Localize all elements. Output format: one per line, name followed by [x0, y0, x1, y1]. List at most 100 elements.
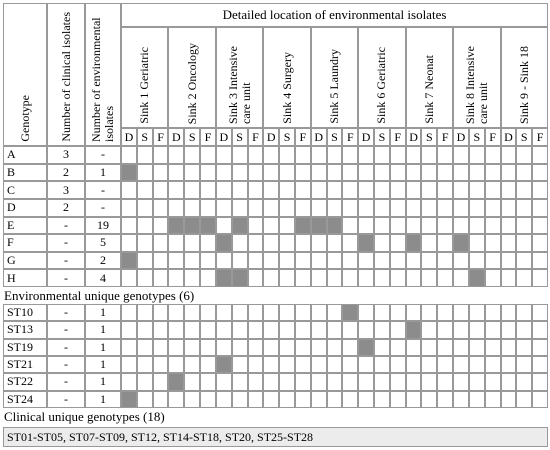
- clinical-cell-text: -: [64, 253, 68, 268]
- location-cell: [453, 373, 469, 391]
- location-cell: [516, 373, 533, 391]
- location-cell: [484, 251, 501, 270]
- location-cell: [468, 181, 485, 199]
- location-cell: [231, 338, 248, 356]
- location-cell: [437, 163, 454, 182]
- location-cell: [500, 216, 517, 235]
- sink-header: Sink 1 Geriatric: [121, 27, 169, 128]
- location-cell: [484, 338, 501, 356]
- location-cell: [342, 234, 359, 252]
- location-cell: [184, 356, 201, 374]
- location-cell: [136, 198, 153, 217]
- location-cell: [358, 198, 375, 217]
- location-cell: [342, 198, 359, 217]
- environmental-cell-text: -: [101, 182, 105, 197]
- sub-header: S: [184, 128, 201, 146]
- detailed-header-text: Detailed location of environmental isola…: [222, 7, 447, 22]
- location-cell: [500, 304, 517, 322]
- location-cell: [500, 321, 517, 339]
- location-cell: [374, 234, 390, 252]
- location-cell: [326, 146, 343, 164]
- shaded-mark: [201, 217, 215, 234]
- location-cell: [421, 181, 438, 199]
- location-cell: [389, 321, 406, 339]
- environmental-cell-text: 1: [100, 305, 106, 320]
- location-cell: [421, 356, 438, 374]
- sub-header-text: F: [299, 129, 307, 144]
- genotype-cell: C: [3, 181, 47, 199]
- location-cell: [437, 181, 454, 199]
- location-cell: [247, 198, 264, 217]
- clinical-cell-text: 2: [63, 164, 69, 179]
- sink-header-text: Sink 1 Geriatric: [137, 47, 152, 124]
- location-cell: [532, 163, 548, 182]
- location-cell: [247, 234, 264, 252]
- location-cell: [215, 338, 232, 356]
- location-cell: [342, 338, 359, 356]
- sub-header-text: S: [331, 129, 338, 144]
- location-cell: [389, 198, 406, 217]
- sub-header: F: [152, 128, 169, 146]
- location-cell: [279, 338, 295, 356]
- location-cell: [500, 181, 517, 199]
- environmental-cell-text: 1: [100, 164, 106, 179]
- location-cell: [263, 373, 280, 391]
- location-cell: [263, 338, 280, 356]
- location-cell: [136, 338, 153, 356]
- location-cell: [389, 390, 406, 408]
- location-cell: [437, 356, 454, 374]
- genotype-cell: A: [3, 146, 47, 164]
- location-cell: [152, 356, 169, 374]
- clinical-cell-text: -: [64, 374, 68, 389]
- location-cell: [231, 234, 248, 252]
- environmental-cell: 1: [85, 163, 121, 182]
- location-cell: [152, 163, 169, 182]
- sub-header: D: [453, 128, 469, 146]
- location-cell: [389, 338, 406, 356]
- location-cell: [215, 163, 232, 182]
- shaded-mark: [216, 235, 231, 251]
- sub-header-text: D: [219, 129, 229, 144]
- location-cell: [310, 216, 327, 235]
- sub-header: D: [263, 128, 280, 146]
- location-cell: [294, 251, 311, 270]
- location-cell: [358, 304, 375, 322]
- location-cell: [215, 390, 232, 408]
- location-cell: [516, 356, 533, 374]
- location-cell: [263, 163, 280, 182]
- location-cell: [405, 269, 422, 287]
- genotype-cell: ST10: [3, 304, 47, 322]
- location-cell: [358, 234, 375, 252]
- environmental-cell-text: 1: [100, 391, 106, 406]
- location-cell: [168, 269, 185, 287]
- location-cell: [263, 269, 280, 287]
- location-cell: [294, 163, 311, 182]
- location-cell: [121, 304, 137, 322]
- location-cell: [231, 321, 248, 339]
- location-cell: [184, 251, 201, 270]
- location-cell: [421, 146, 438, 164]
- location-cell: [168, 304, 185, 322]
- location-cell: [389, 234, 406, 252]
- sub-header-text: D: [172, 129, 181, 144]
- location-cell: [453, 198, 469, 217]
- shaded-mark: [359, 235, 374, 251]
- location-cell: [421, 234, 438, 252]
- location-cell: [121, 163, 137, 182]
- location-cell: [184, 181, 201, 199]
- sub-header: S: [231, 128, 248, 146]
- genotype-cell: ST22: [3, 373, 47, 391]
- genotype-cell: ST21: [3, 356, 47, 374]
- location-cell: [231, 304, 248, 322]
- location-cell: [468, 198, 485, 217]
- environmental-cell-text: 4: [100, 270, 106, 285]
- location-cell: [358, 356, 375, 374]
- location-cell: [263, 251, 280, 270]
- location-cell: [358, 390, 375, 408]
- location-cell: [389, 251, 406, 270]
- location-cell: [358, 146, 375, 164]
- sub-header-text: S: [426, 129, 433, 144]
- location-cell: [532, 338, 548, 356]
- sub-header-text: F: [252, 129, 259, 144]
- location-cell: [310, 304, 327, 322]
